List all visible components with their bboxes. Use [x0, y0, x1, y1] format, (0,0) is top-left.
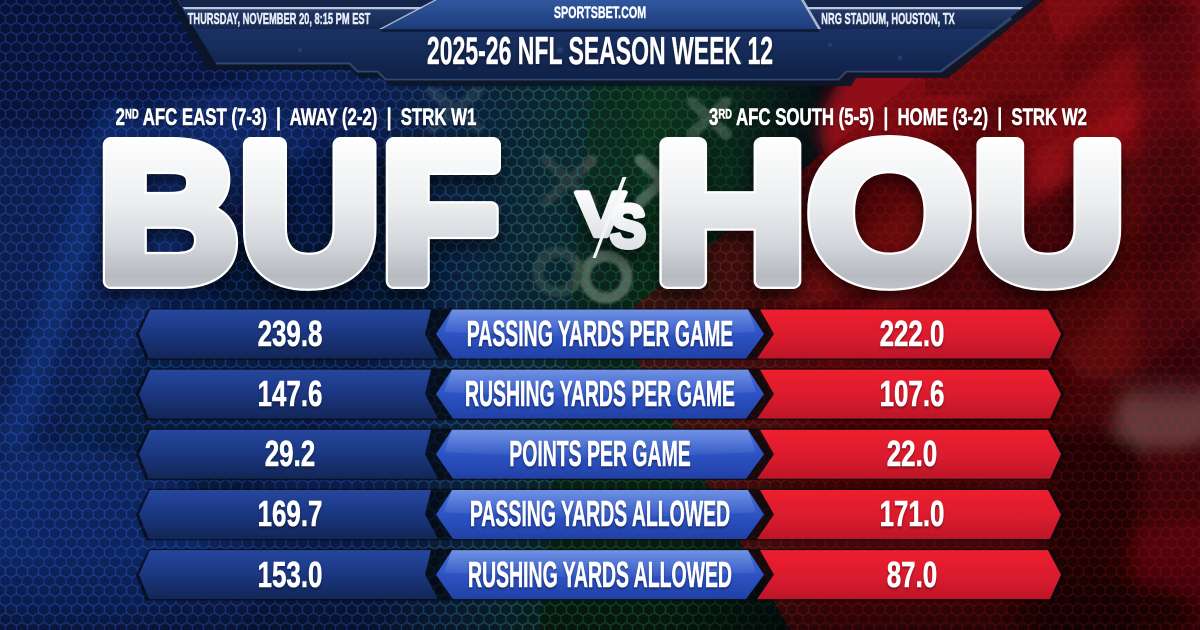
svg-text:BUF: BUF [98, 110, 501, 330]
svg-text:HOU: HOU [654, 103, 1126, 324]
svg-text:HOU: HOU [654, 103, 1126, 324]
svg-text:V: V [576, 186, 626, 257]
svg-text:BUF: BUF [98, 102, 501, 323]
svg-text:BUF: BUF [98, 102, 501, 323]
svg-text:HOU: HOU [654, 111, 1126, 330]
